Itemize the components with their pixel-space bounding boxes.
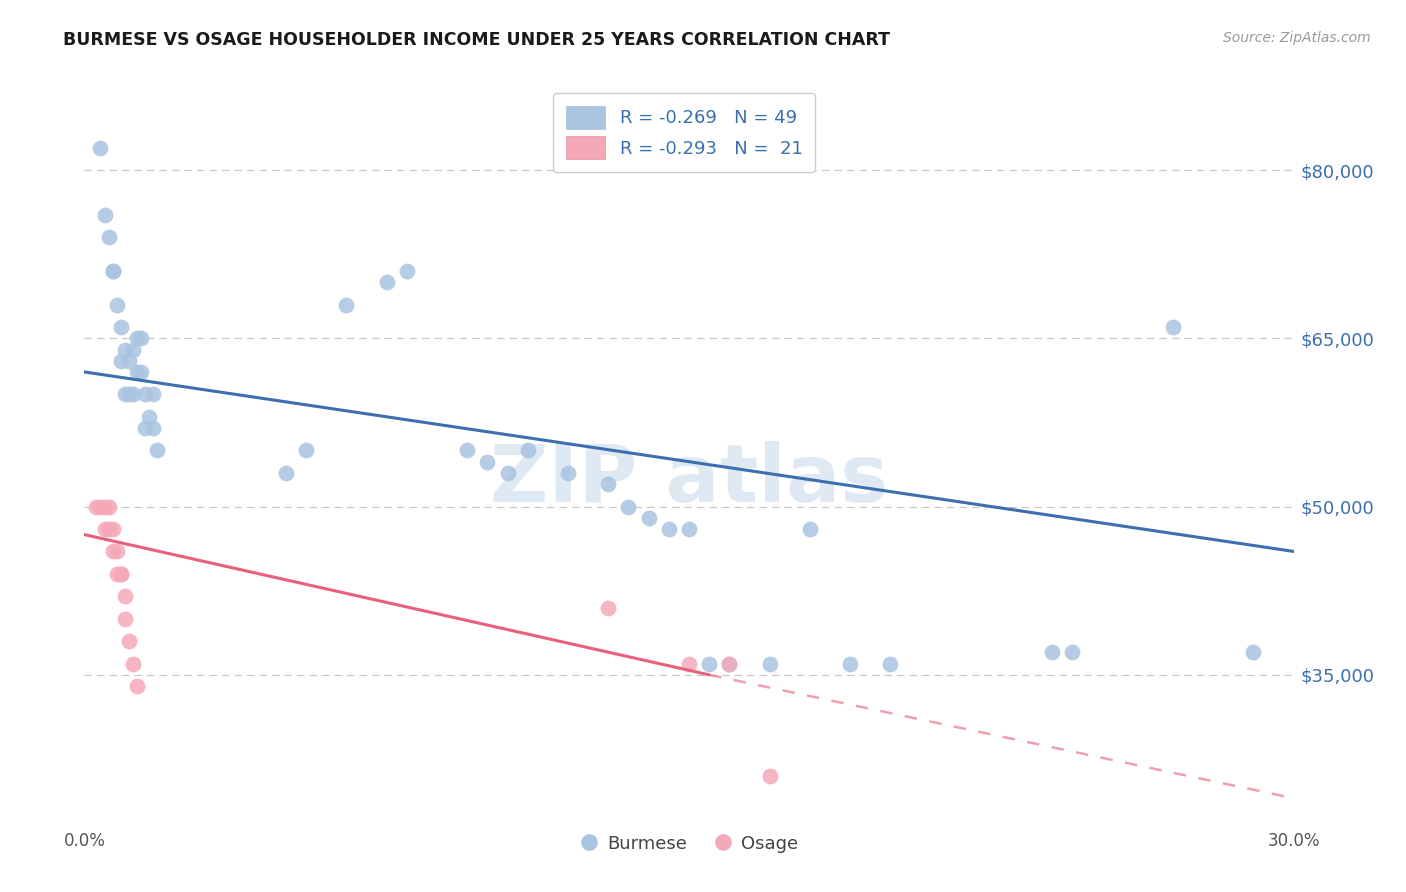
Point	[758, 657, 780, 671]
Point	[375, 275, 398, 289]
Point	[678, 522, 700, 536]
Point	[105, 544, 128, 558]
Point	[1040, 645, 1063, 659]
Point	[758, 769, 780, 783]
Legend: Burmese, Osage: Burmese, Osage	[572, 827, 806, 860]
Point	[97, 230, 120, 244]
Point	[93, 522, 115, 536]
Point	[678, 657, 700, 671]
Point	[516, 443, 538, 458]
Point	[146, 443, 169, 458]
Text: ZIP atlas: ZIP atlas	[489, 441, 889, 519]
Y-axis label: Householder Income Under 25 years: Householder Income Under 25 years	[0, 298, 8, 603]
Point	[121, 387, 143, 401]
Point	[335, 298, 357, 312]
Point	[114, 612, 136, 626]
Point	[295, 443, 318, 458]
Point	[142, 387, 165, 401]
Point	[89, 140, 111, 154]
Point	[129, 331, 152, 345]
Point	[658, 522, 681, 536]
Point	[125, 365, 148, 379]
Point	[121, 343, 143, 357]
Point	[125, 331, 148, 345]
Point	[138, 409, 160, 424]
Point	[129, 365, 152, 379]
Point	[97, 500, 120, 514]
Point	[395, 264, 418, 278]
Point	[496, 466, 519, 480]
Point	[86, 500, 108, 514]
Point	[101, 544, 124, 558]
Point	[477, 455, 499, 469]
Point	[118, 353, 141, 368]
Point	[839, 657, 862, 671]
Point	[114, 589, 136, 603]
Point	[134, 387, 156, 401]
Point	[557, 466, 579, 480]
Point	[114, 343, 136, 357]
Point	[697, 657, 720, 671]
Point	[598, 477, 620, 491]
Point	[598, 600, 620, 615]
Point	[101, 264, 124, 278]
Point	[105, 566, 128, 581]
Point	[114, 387, 136, 401]
Point	[718, 657, 741, 671]
Text: Source: ZipAtlas.com: Source: ZipAtlas.com	[1223, 31, 1371, 45]
Point	[1161, 320, 1184, 334]
Point	[105, 298, 128, 312]
Point	[97, 522, 120, 536]
Point	[617, 500, 640, 514]
Point	[637, 510, 659, 524]
Point	[93, 500, 115, 514]
Point	[101, 264, 124, 278]
Point	[274, 466, 297, 480]
Point	[718, 657, 741, 671]
Point	[125, 679, 148, 693]
Point	[134, 421, 156, 435]
Point	[110, 566, 132, 581]
Point	[118, 387, 141, 401]
Text: BURMESE VS OSAGE HOUSEHOLDER INCOME UNDER 25 YEARS CORRELATION CHART: BURMESE VS OSAGE HOUSEHOLDER INCOME UNDE…	[63, 31, 890, 49]
Point	[456, 443, 478, 458]
Point	[110, 320, 132, 334]
Point	[121, 657, 143, 671]
Point	[110, 566, 132, 581]
Point	[89, 500, 111, 514]
Point	[879, 657, 901, 671]
Point	[110, 353, 132, 368]
Point	[799, 522, 821, 536]
Point	[93, 208, 115, 222]
Point	[101, 522, 124, 536]
Point	[142, 421, 165, 435]
Point	[118, 634, 141, 648]
Point	[1060, 645, 1083, 659]
Point	[1241, 645, 1264, 659]
